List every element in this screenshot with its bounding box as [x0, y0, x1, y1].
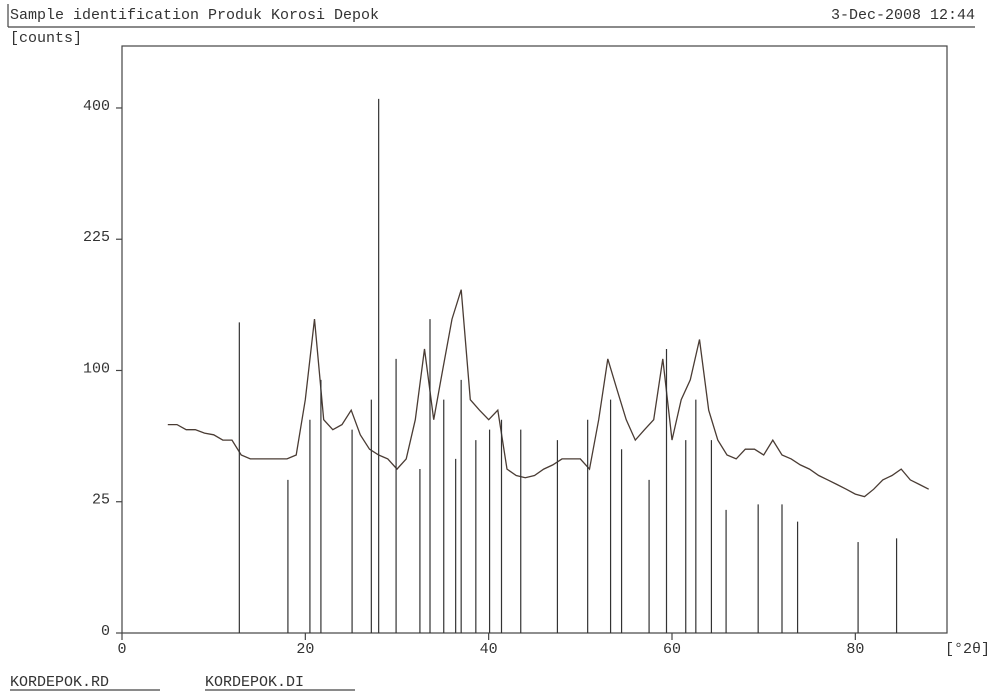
y-tick-label: 25 [92, 492, 110, 509]
y-tick-label: 400 [83, 98, 110, 115]
legend-label: KORDEPOK.DI [205, 674, 304, 691]
x-axis-label: [°2θ] [945, 641, 990, 658]
legend-label: KORDEPOK.RD [10, 674, 109, 691]
x-tick-label: 20 [296, 641, 314, 658]
y-tick-label: 0 [101, 623, 110, 640]
plot-frame [121, 45, 948, 634]
y-axis-label: [counts] [10, 30, 82, 47]
pattern-line [167, 289, 929, 498]
x-tick-label: 40 [480, 641, 498, 658]
x-tick-label: 80 [846, 641, 864, 658]
chart-date: 3-Dec-2008 12:44 [831, 7, 975, 24]
x-tick-label: 0 [117, 641, 126, 658]
y-tick-label: 225 [83, 229, 110, 246]
x-tick-label: 60 [663, 641, 681, 658]
chart-title: Sample identification Produk Korosi Depo… [10, 7, 379, 24]
y-tick-label: 100 [83, 360, 110, 377]
